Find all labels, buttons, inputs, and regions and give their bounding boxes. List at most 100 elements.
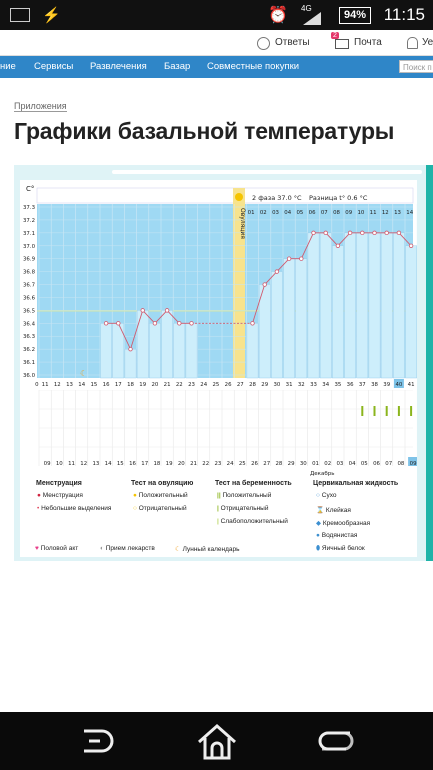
y-tick-label: 36.4 — [23, 321, 36, 327]
breadcrumb[interactable]: Приложения — [14, 101, 67, 112]
date-label: 24 — [227, 461, 234, 467]
temp-point — [335, 243, 341, 248]
back-icon[interactable] — [78, 727, 114, 755]
legend-menstruation: ● Менструация — [37, 492, 83, 499]
temp-bar — [405, 245, 417, 379]
cycle-day-label: 14 — [406, 210, 413, 216]
chat-icon[interactable] — [257, 37, 270, 50]
menu-item-bazaar[interactable]: Базар — [164, 61, 191, 72]
day-label: 17 — [115, 382, 122, 388]
date-label: 03 — [336, 461, 343, 467]
legend-spotting: • Небольшие выделения — [37, 505, 112, 512]
temp-point — [164, 308, 170, 313]
sticky-icon: ⌛ — [316, 507, 325, 514]
mail-icon[interactable] — [335, 39, 349, 49]
menu-item-partial[interactable]: ние — [0, 61, 16, 72]
y-tick-label: 37.1 — [23, 231, 35, 237]
more-link[interactable]: Уе — [422, 37, 433, 48]
diff-label: Разница t° 0.6 °C — [309, 194, 368, 202]
network-label: 4G — [301, 4, 312, 13]
temp-point — [177, 321, 182, 326]
temp-line-segment — [154, 310, 168, 324]
ovulation-label: Овуляция — [239, 208, 246, 239]
legend-preg-neg: | Отрицательный — [217, 505, 269, 512]
date-label: 23 — [214, 461, 221, 467]
date-label: 01 — [312, 461, 319, 467]
y-tick-label: 36.7 — [23, 283, 35, 289]
right-edge-bar[interactable] — [426, 165, 433, 561]
temp-point — [140, 308, 145, 313]
legend-preg-title: Тест на беременность — [215, 480, 292, 487]
recent-apps-icon[interactable] — [316, 727, 356, 755]
day-label: 22 — [176, 382, 183, 388]
day-label: 23 — [188, 382, 195, 388]
date-label: 09 — [44, 461, 51, 467]
legend-eggwhite: ⬮ Яичный белок — [316, 545, 365, 552]
eggwhite-icon: ⬮ — [316, 545, 321, 552]
bell-icon[interactable] — [407, 37, 418, 49]
selected-day — [393, 379, 404, 388]
date-label: 09 — [410, 461, 417, 467]
small-drop-icon: • — [37, 505, 40, 512]
temp-point — [250, 321, 255, 326]
temp-point — [347, 230, 353, 236]
month-label: Декабрь — [310, 471, 335, 477]
heart-icon: ♥ — [35, 545, 39, 552]
date-label: 25 — [239, 461, 246, 467]
date-label: 11 — [68, 461, 75, 467]
y-tick-label: 36.6 — [23, 295, 36, 301]
keyboard-icon — [10, 8, 30, 22]
legend-ovul-pos: ● Положительный — [133, 492, 188, 499]
temp-line-segment — [130, 310, 144, 350]
temp-bar — [100, 323, 112, 379]
top-nav: Ответы 2 Почта Уе — [0, 30, 433, 56]
scroll-track[interactable] — [112, 170, 422, 174]
temp-bar — [149, 323, 161, 379]
day-label: 12 — [54, 382, 61, 388]
day-label: 37 — [359, 382, 366, 388]
mail-link[interactable]: Почта — [354, 37, 382, 48]
moon-icon: ☾ — [80, 369, 87, 378]
search-input[interactable]: Поиск п — [399, 60, 433, 73]
temp-point — [299, 256, 304, 261]
temp-point — [286, 256, 292, 261]
temp-line-segment — [276, 258, 290, 272]
menu-item-joint-purchases[interactable]: Совместные покупки — [207, 61, 300, 72]
date-label: 14 — [105, 461, 112, 467]
unit-label: C° — [26, 185, 34, 193]
y-tick-label: 37.2 — [23, 218, 35, 224]
bbt-chart: 37.3 37.2 37.1 37.0 36.9 36.8 36.7 36.6 36.5 36.4… — [23, 185, 417, 480]
answers-link[interactable]: Ответы — [275, 37, 310, 48]
pregnancy-test-mark — [361, 406, 364, 416]
date-label: 27 — [263, 461, 270, 467]
temp-point — [396, 230, 402, 236]
day-label: 19 — [139, 382, 146, 388]
y-tick-label: 36.1 — [23, 360, 35, 366]
day-label: 29 — [261, 382, 268, 388]
home-icon[interactable] — [195, 722, 239, 760]
wifi-off-icon: ⚡ — [42, 7, 61, 24]
date-label: 21 — [190, 461, 197, 467]
cycle-day-label: 04 — [284, 210, 291, 216]
y-tick-label: 36.3 — [23, 334, 35, 340]
date-label: 20 — [178, 461, 185, 467]
drop-icon: ● — [37, 492, 41, 499]
legend-creamy: ◆ Кремообразная — [316, 520, 371, 527]
selected-date — [408, 457, 417, 466]
temp-point — [103, 321, 109, 326]
header-strip — [36, 187, 414, 204]
mail-badge: 2 — [331, 32, 339, 39]
temp-line-segment — [398, 232, 412, 247]
temp-point — [274, 269, 280, 274]
temp-point — [360, 230, 365, 236]
y-tick-label: 36.0 — [23, 373, 36, 379]
temp-bar — [344, 232, 356, 379]
day-label: 18 — [127, 382, 134, 388]
day-label: 16 — [103, 382, 110, 388]
day-label: 35 — [334, 382, 341, 388]
menu-item-services[interactable]: Сервисы — [34, 61, 74, 72]
cycle-day-label: 09 — [345, 210, 352, 216]
menu-item-entertainment[interactable]: Развлечения — [90, 61, 147, 72]
ovulation-band — [233, 188, 245, 378]
legend-mucus-title: Цервикальная жидкость — [313, 480, 399, 487]
